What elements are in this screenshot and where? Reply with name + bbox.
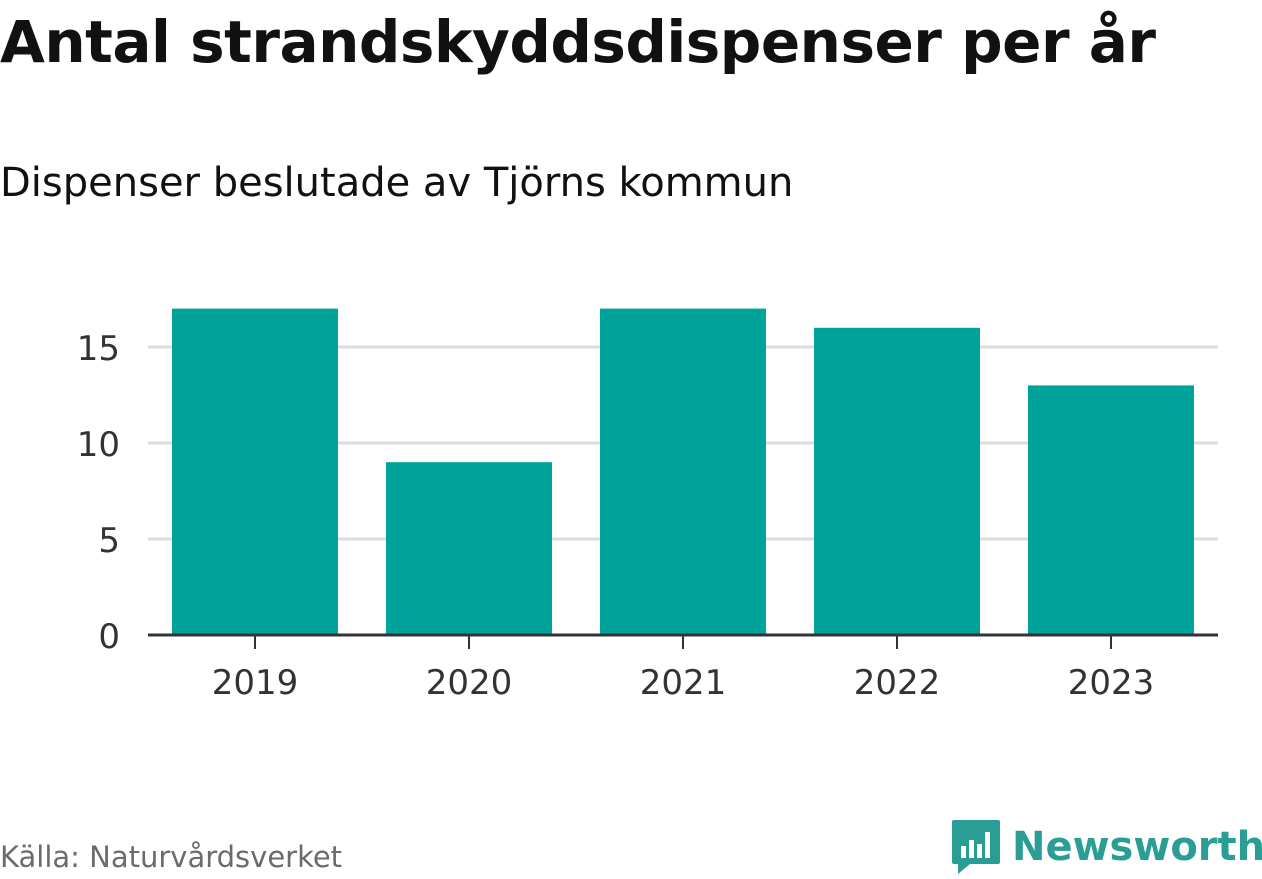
y-tick-label: 0 xyxy=(98,617,120,657)
y-tick-label: 5 xyxy=(98,521,120,561)
x-tick-label: 2020 xyxy=(426,663,513,703)
source-note: Källa: Naturvårdsverket xyxy=(0,840,343,874)
x-tick-label: 2022 xyxy=(854,663,941,703)
y-tick-label: 15 xyxy=(77,329,120,369)
brand-logo: Newsworthy xyxy=(950,818,1262,876)
bar-2022 xyxy=(814,327,980,635)
bar-2021 xyxy=(600,308,766,635)
bar-2019 xyxy=(172,308,338,635)
newsworthy-logo-icon xyxy=(952,820,1000,874)
brand-name: Newsworthy xyxy=(1012,824,1262,870)
x-tick-label: 2019 xyxy=(212,663,299,703)
x-tick-label: 2023 xyxy=(1068,663,1155,703)
bar-2020 xyxy=(386,462,552,635)
x-tick-label: 2021 xyxy=(640,663,727,703)
y-tick-label: 10 xyxy=(77,425,120,465)
chart-title: Antal strandskyddsdispenser per år xyxy=(0,8,1156,76)
chart-subtitle: Dispenser beslutade av Tjörns kommun xyxy=(0,160,794,206)
bar-2023 xyxy=(1028,385,1194,635)
